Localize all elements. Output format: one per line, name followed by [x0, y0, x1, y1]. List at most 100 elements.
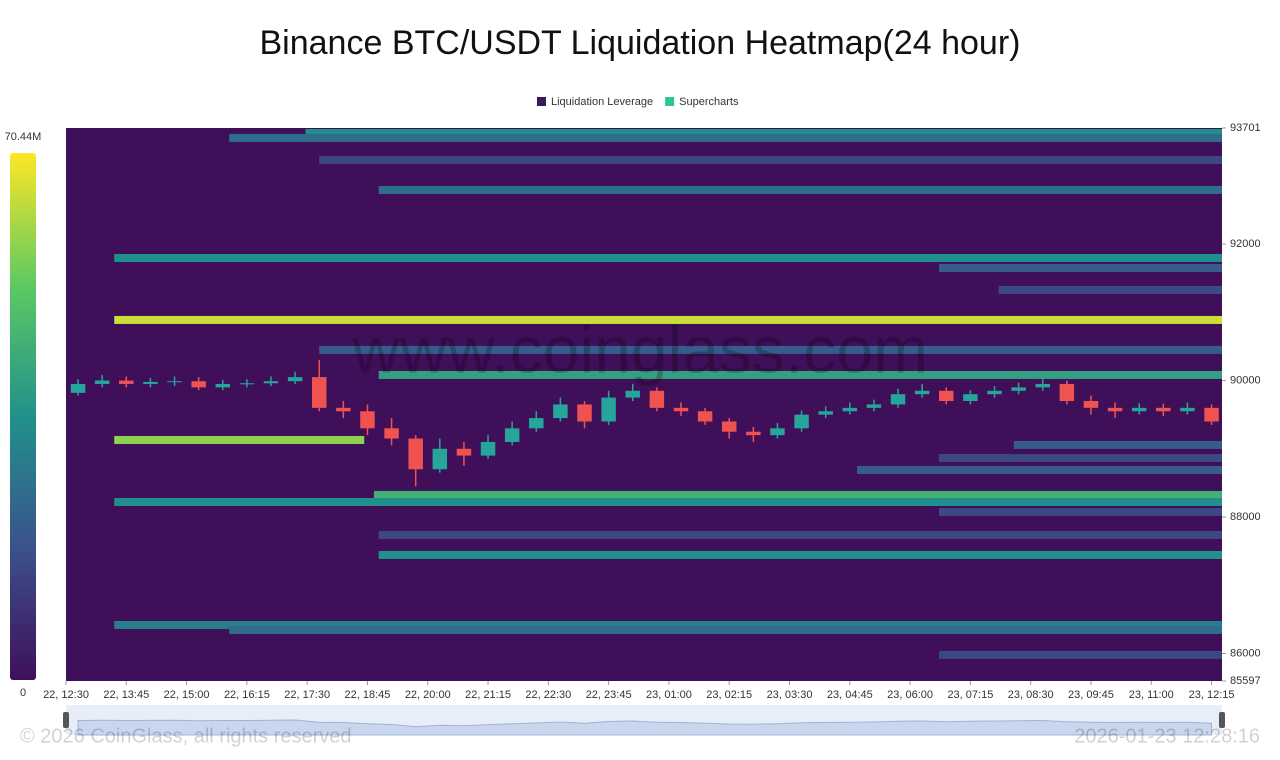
footer-copyright: © 2026 CoinGlass, all rights reserved	[20, 725, 352, 747]
heat-band	[229, 625, 1222, 634]
x-tick-label: 22, 23:45	[586, 689, 632, 701]
candle-body	[1131, 407, 1147, 412]
candle-body	[384, 428, 399, 439]
x-tick-label: 22, 17:30	[284, 689, 330, 701]
candle-body	[1035, 383, 1050, 388]
candle-body	[721, 421, 737, 432]
legend-swatch	[537, 97, 546, 106]
candle-body	[360, 411, 375, 429]
heat-band	[305, 128, 1222, 137]
candle-body	[408, 438, 423, 470]
footer-timestamp: 2026-01-23 12:28:16	[1074, 725, 1260, 747]
candle-body	[480, 441, 496, 456]
candle-body	[673, 407, 689, 412]
heat-band	[114, 498, 1223, 507]
candle-body	[336, 407, 351, 412]
candle-body	[625, 390, 640, 398]
x-tick-label: 22, 20:00	[405, 689, 451, 701]
heat-band	[939, 507, 1222, 516]
candle-body	[1180, 407, 1195, 412]
y-tick-label: 92000	[1230, 238, 1261, 250]
heat-band	[319, 156, 1223, 165]
x-tick-label: 23, 11:00	[1129, 689, 1174, 701]
heat-band	[378, 550, 1223, 559]
candle-body	[939, 390, 954, 402]
candle-body	[70, 383, 86, 393]
heat-band	[1013, 440, 1222, 449]
candle-body	[842, 407, 858, 412]
heat-band	[939, 453, 1222, 462]
candle-body	[287, 377, 303, 382]
candle-body	[649, 390, 665, 408]
y-tick-label: 93701	[1230, 122, 1261, 134]
x-tick-label: 22, 18:45	[345, 689, 391, 701]
candle-body	[1107, 407, 1123, 412]
candle-body	[215, 383, 230, 388]
heat-band	[114, 620, 1223, 629]
navigator-handle	[1219, 712, 1225, 728]
heat-band	[939, 650, 1222, 659]
candle-body	[963, 394, 978, 402]
candle-body	[1011, 387, 1026, 391]
candle-body	[770, 428, 785, 436]
navigator-area	[77, 719, 1213, 736]
heat-band	[378, 185, 1223, 194]
colorbar-min-label: 0	[20, 687, 26, 699]
candle-body	[143, 381, 158, 384]
candle-body	[119, 380, 134, 384]
x-tick-label: 22, 16:15	[224, 689, 270, 701]
candle-body	[432, 448, 448, 470]
heat-band	[378, 530, 1223, 539]
candle-body	[1156, 407, 1171, 412]
heat-band	[114, 435, 365, 444]
candle-body	[697, 411, 713, 422]
candle-body	[504, 428, 520, 442]
colorbar-max-label: 70.44M	[5, 131, 42, 143]
x-tick-label: 22, 12:30	[43, 689, 89, 701]
x-tick-label: 23, 09:45	[1068, 689, 1114, 701]
x-tick-label: 22, 21:15	[465, 689, 511, 701]
x-tick-label: 22, 15:00	[164, 689, 210, 701]
heat-band	[319, 345, 1223, 354]
candle-body	[1059, 383, 1075, 402]
heat-band	[939, 263, 1222, 272]
candle-body	[239, 383, 255, 385]
heat-band	[378, 370, 1223, 379]
heat-band	[229, 133, 1222, 142]
legend: Liquidation Leverage Supercharts	[537, 96, 739, 108]
x-tick-label: 23, 02:15	[706, 689, 752, 701]
x-tick-label: 23, 12:15	[1189, 689, 1235, 701]
candle-body	[94, 380, 110, 384]
y-tick-label: 86000	[1230, 647, 1261, 659]
candle-body	[311, 377, 327, 408]
heat-band	[857, 466, 1222, 475]
x-tick-label: 23, 06:00	[887, 689, 933, 701]
legend-label: Supercharts	[679, 96, 739, 108]
x-tick-label: 22, 22:30	[525, 689, 571, 701]
candle-body	[746, 431, 761, 436]
x-tick-label: 23, 07:15	[947, 689, 993, 701]
heat-band	[998, 285, 1222, 294]
candle-body	[987, 390, 1002, 395]
candle-body	[601, 397, 616, 422]
heat-band	[114, 315, 1223, 324]
x-tick-label: 22, 13:45	[103, 689, 149, 701]
candle-body	[1083, 401, 1099, 408]
heat-band	[114, 253, 1223, 262]
candle-body	[577, 404, 592, 422]
candle-body	[167, 381, 182, 383]
plot-area: www.coinglass.com	[66, 128, 1223, 681]
candle-body	[456, 448, 472, 456]
x-tick-label: 23, 01:00	[646, 689, 692, 701]
candle-body	[263, 381, 279, 384]
candle-body	[866, 404, 882, 408]
x-tick-label: 23, 04:45	[827, 689, 873, 701]
y-tick-label: 88000	[1230, 511, 1261, 523]
candle-body	[914, 390, 930, 395]
x-tick-label: 23, 08:30	[1008, 689, 1054, 701]
plot-background	[66, 128, 1222, 681]
candle-body	[529, 418, 544, 429]
legend-label: Liquidation Leverage	[551, 96, 653, 108]
candle-body	[890, 394, 906, 405]
